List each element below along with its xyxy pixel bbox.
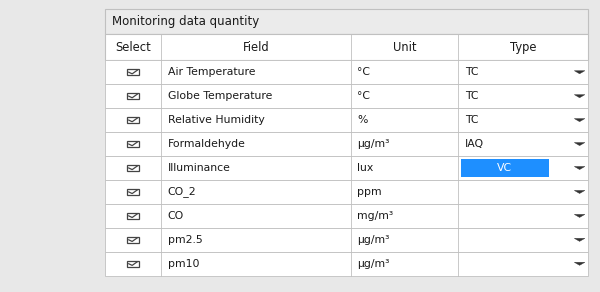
- Text: μg/m³: μg/m³: [358, 259, 390, 269]
- Text: TC: TC: [465, 91, 478, 101]
- Text: Monitoring data quantity: Monitoring data quantity: [112, 15, 259, 28]
- Bar: [105, 34, 588, 60]
- Bar: [105, 252, 588, 276]
- Text: Unit: Unit: [393, 41, 416, 54]
- Bar: [127, 189, 139, 195]
- Text: ppm: ppm: [358, 187, 382, 197]
- Bar: [105, 108, 588, 132]
- Text: TC: TC: [465, 115, 478, 125]
- Polygon shape: [574, 238, 585, 241]
- Bar: [105, 9, 588, 34]
- Text: μg/m³: μg/m³: [358, 235, 390, 245]
- Text: °C: °C: [358, 67, 370, 77]
- Bar: [127, 117, 139, 123]
- Text: VC: VC: [497, 163, 512, 173]
- Text: Field: Field: [242, 41, 269, 54]
- Bar: [105, 60, 588, 84]
- Text: μg/m³: μg/m³: [358, 139, 390, 149]
- Text: CO: CO: [168, 211, 184, 221]
- Text: Globe Temperature: Globe Temperature: [168, 91, 272, 101]
- Polygon shape: [574, 190, 585, 194]
- Polygon shape: [574, 262, 585, 265]
- Bar: [127, 261, 139, 267]
- Polygon shape: [574, 71, 585, 74]
- Bar: [105, 132, 588, 156]
- Text: Illuminance: Illuminance: [168, 163, 230, 173]
- Polygon shape: [574, 142, 585, 146]
- Bar: [127, 237, 139, 243]
- Bar: [105, 84, 588, 108]
- Text: pm10: pm10: [168, 259, 199, 269]
- Bar: [105, 180, 588, 204]
- Bar: [105, 228, 588, 252]
- Text: pm2.5: pm2.5: [168, 235, 202, 245]
- Polygon shape: [574, 119, 585, 122]
- Text: Select: Select: [115, 41, 151, 54]
- Text: Relative Humidity: Relative Humidity: [168, 115, 265, 125]
- Polygon shape: [574, 166, 585, 170]
- Text: %: %: [358, 115, 368, 125]
- Bar: [127, 213, 139, 219]
- Polygon shape: [574, 95, 585, 98]
- Bar: [105, 156, 588, 180]
- Bar: [461, 159, 549, 177]
- Bar: [127, 93, 139, 99]
- Text: CO_2: CO_2: [168, 186, 196, 197]
- Text: TC: TC: [465, 67, 478, 77]
- Bar: [127, 69, 139, 75]
- Bar: [127, 165, 139, 171]
- Text: Air Temperature: Air Temperature: [168, 67, 255, 77]
- Text: lux: lux: [358, 163, 374, 173]
- Text: Formaldehyde: Formaldehyde: [168, 139, 245, 149]
- Text: Type: Type: [509, 41, 536, 54]
- Text: mg/m³: mg/m³: [358, 211, 394, 221]
- Text: °C: °C: [358, 91, 370, 101]
- Bar: [127, 141, 139, 147]
- Bar: [105, 204, 588, 228]
- Polygon shape: [574, 214, 585, 218]
- Text: IAQ: IAQ: [465, 139, 484, 149]
